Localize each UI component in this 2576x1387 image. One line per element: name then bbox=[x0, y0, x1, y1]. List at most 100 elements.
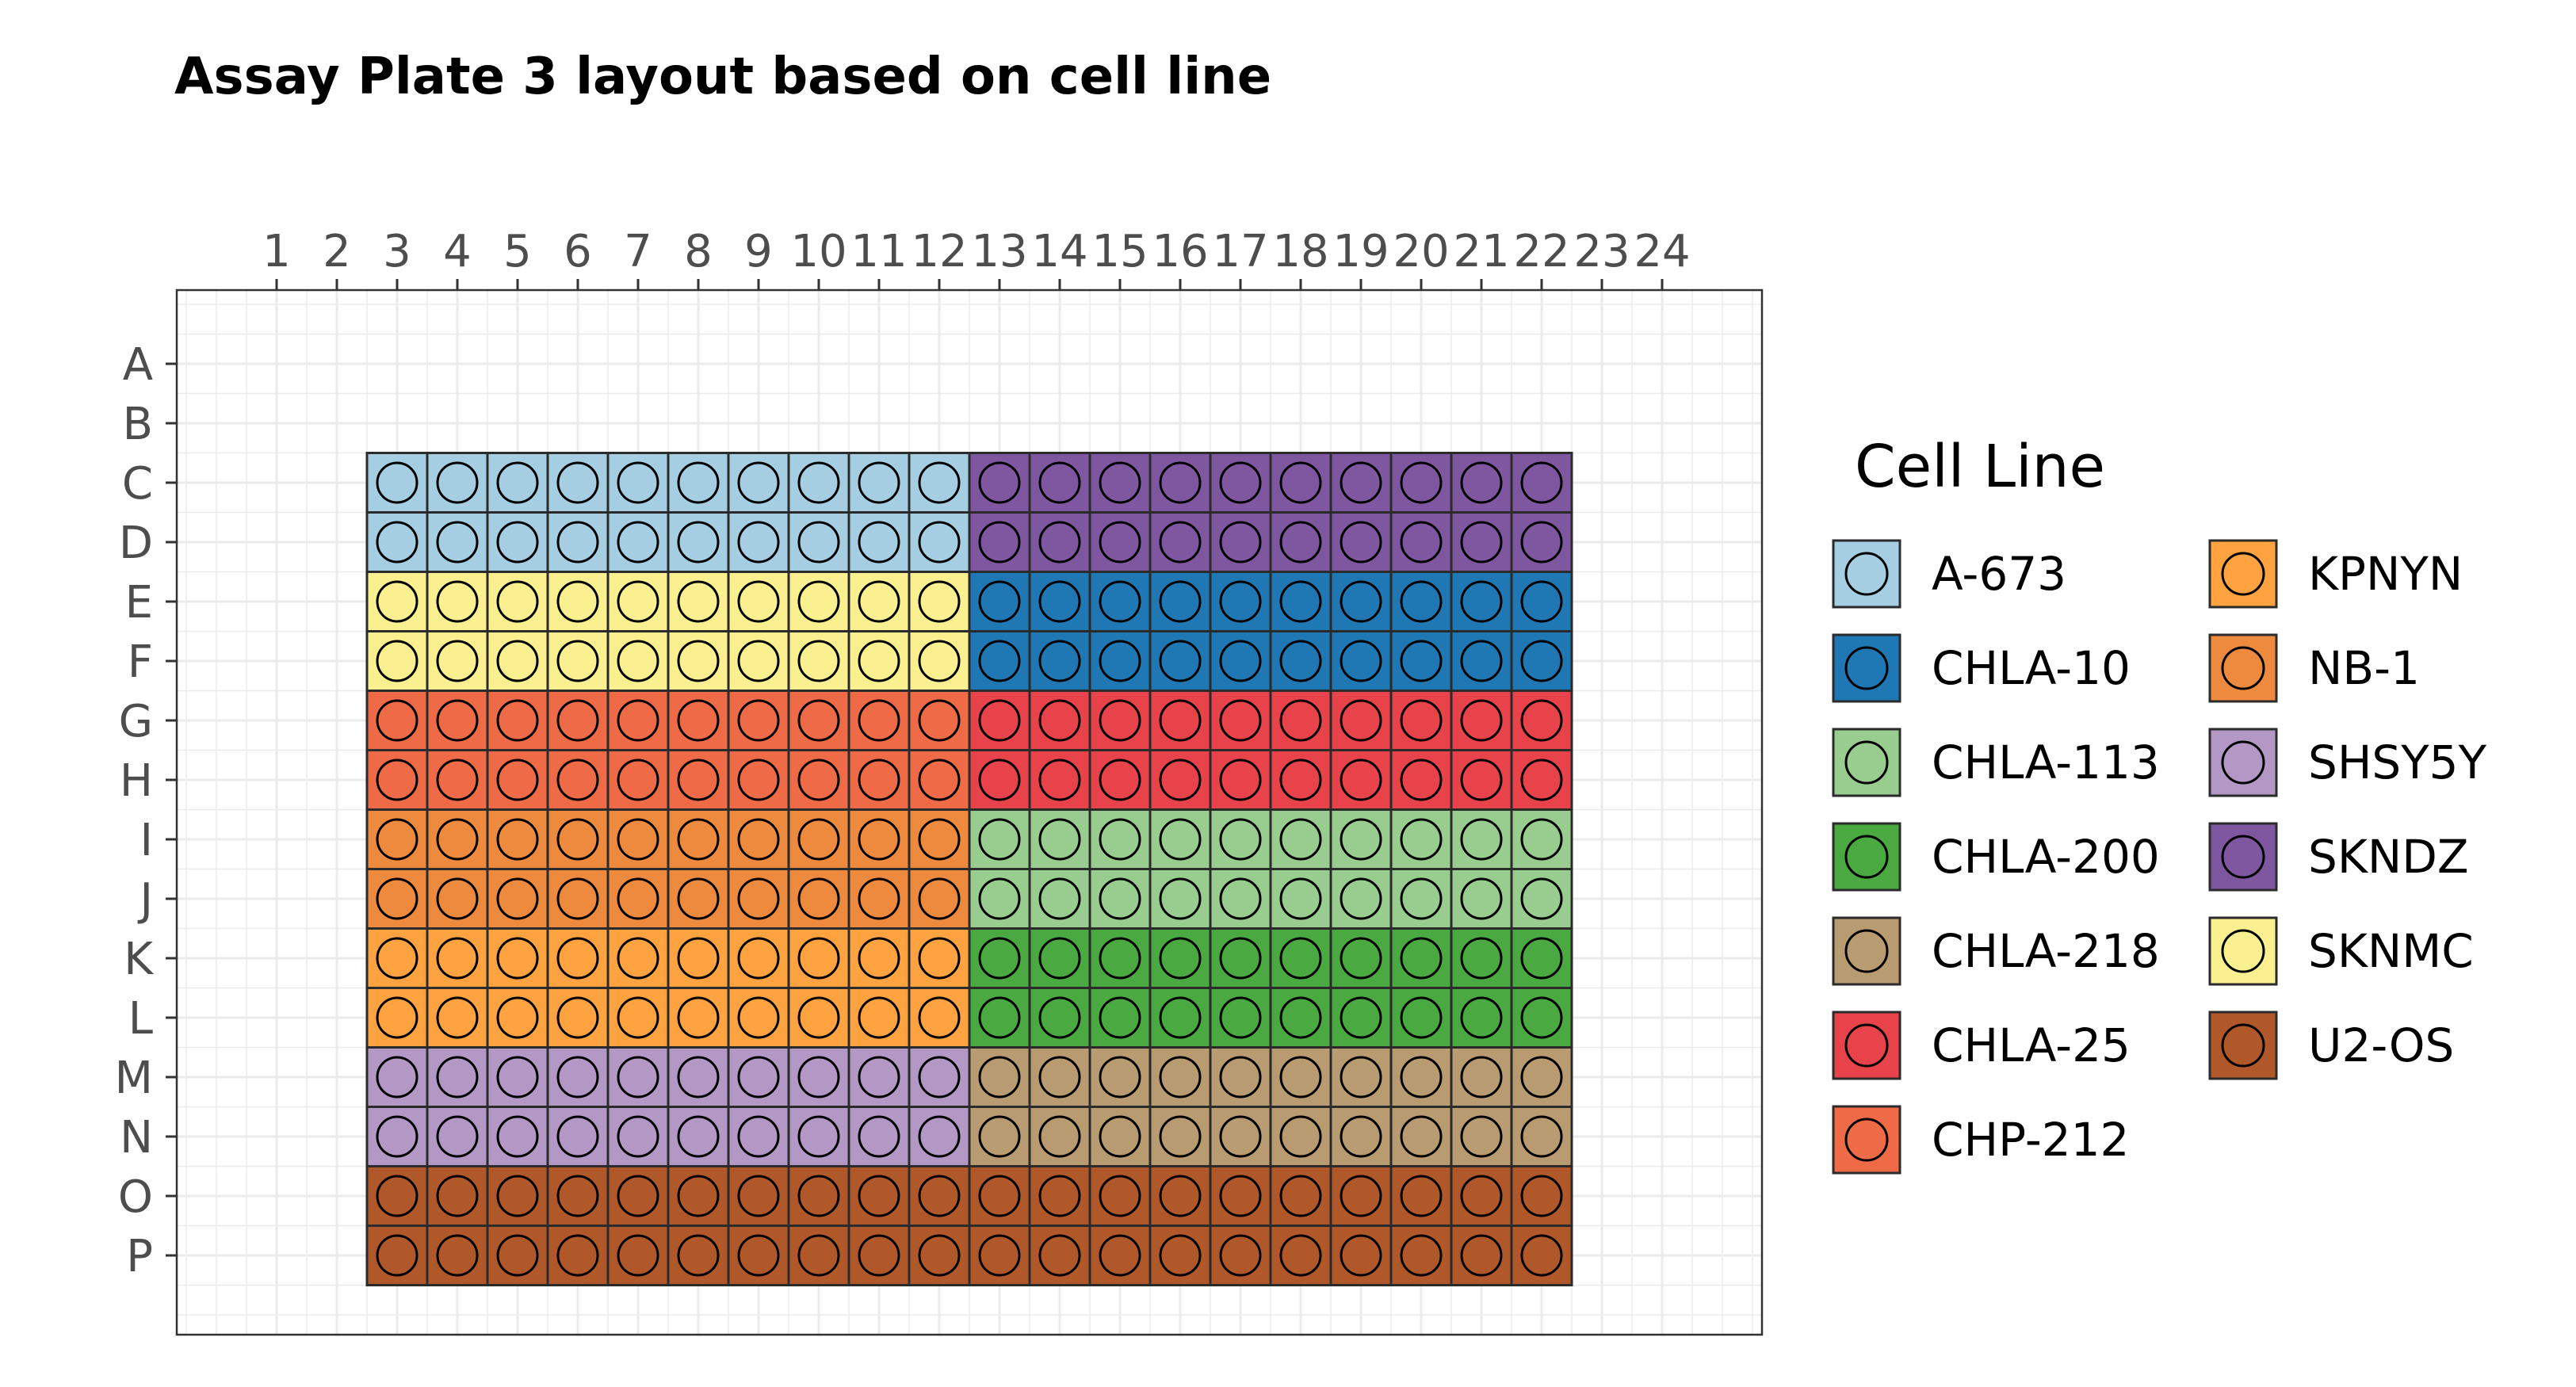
well-N21 bbox=[1450, 1106, 1513, 1167]
well-marker bbox=[496, 699, 539, 742]
well-D9 bbox=[727, 511, 790, 573]
well-marker bbox=[858, 461, 900, 504]
y-tick-label: N bbox=[120, 1112, 153, 1163]
legend-label: CHLA-200 bbox=[1932, 830, 2160, 884]
well-marker bbox=[496, 521, 539, 564]
well-marker bbox=[496, 937, 539, 980]
well-marker bbox=[918, 1234, 961, 1277]
well-marker bbox=[1159, 877, 1202, 920]
well-marker bbox=[1159, 640, 1202, 682]
well-marker bbox=[1340, 1175, 1382, 1217]
legend-label: CHP-212 bbox=[1932, 1113, 2129, 1167]
well-marker bbox=[617, 877, 659, 920]
well-K3 bbox=[365, 927, 429, 989]
well-marker bbox=[1219, 1175, 1262, 1217]
well-N5 bbox=[486, 1106, 549, 1167]
well-marker bbox=[677, 1234, 720, 1277]
well-I9 bbox=[727, 808, 790, 870]
legend-label: U2-OS bbox=[2308, 1018, 2454, 1072]
legend: Cell Line A-673 CHLA-10 CHLA-113 CHLA-200 CH… bbox=[1832, 433, 2487, 1175]
well-marker bbox=[737, 1234, 780, 1277]
well-F12 bbox=[908, 630, 971, 692]
well-marker bbox=[1520, 1175, 1563, 1217]
well-M8 bbox=[667, 1046, 730, 1108]
well-marker bbox=[1340, 1234, 1382, 1277]
well-P16 bbox=[1148, 1225, 1212, 1286]
well-marker bbox=[617, 1234, 659, 1277]
well-marker bbox=[918, 877, 961, 920]
well-C4 bbox=[426, 452, 489, 514]
x-tick-label: 13 bbox=[971, 226, 1027, 277]
well-N16 bbox=[1148, 1106, 1212, 1167]
well-K19 bbox=[1329, 927, 1393, 989]
well-marker bbox=[978, 640, 1021, 682]
well-L17 bbox=[1209, 987, 1272, 1049]
well-marker bbox=[797, 699, 840, 742]
x-tick-label: 11 bbox=[850, 226, 907, 277]
well-J7 bbox=[606, 868, 670, 930]
well-J12 bbox=[908, 868, 971, 930]
well-J22 bbox=[1510, 868, 1573, 930]
well-N4 bbox=[426, 1106, 489, 1167]
well-N7 bbox=[606, 1106, 670, 1167]
well-P20 bbox=[1389, 1225, 1453, 1286]
well-marker bbox=[1219, 699, 1262, 742]
well-marker bbox=[436, 521, 479, 564]
well-I10 bbox=[787, 808, 850, 870]
well-marker bbox=[858, 877, 900, 920]
well-marker bbox=[1460, 818, 1503, 861]
legend-entry: SKNMC bbox=[2208, 916, 2474, 986]
well-L8 bbox=[667, 987, 730, 1049]
well-F6 bbox=[546, 630, 610, 692]
well-marker bbox=[1279, 758, 1322, 801]
well-marker bbox=[797, 1056, 840, 1099]
well-N3 bbox=[365, 1106, 429, 1167]
well-marker bbox=[496, 640, 539, 682]
well-K9 bbox=[727, 927, 790, 989]
well-G19 bbox=[1329, 690, 1393, 751]
well-O18 bbox=[1269, 1165, 1332, 1227]
well-F18 bbox=[1269, 630, 1332, 692]
well-marker bbox=[918, 521, 961, 564]
well-marker bbox=[1520, 699, 1563, 742]
well-K17 bbox=[1209, 927, 1272, 989]
well-marker bbox=[496, 818, 539, 861]
well-D14 bbox=[1028, 511, 1091, 573]
y-tick-label: L bbox=[128, 993, 153, 1045]
legend-label: NB-1 bbox=[2308, 641, 2420, 695]
x-tick-label: 10 bbox=[790, 226, 847, 277]
well-marker bbox=[1400, 1056, 1443, 1099]
well-J17 bbox=[1209, 868, 1272, 930]
well-C8 bbox=[667, 452, 730, 514]
well-marker bbox=[1219, 461, 1262, 504]
well-marker bbox=[797, 996, 840, 1039]
well-L7 bbox=[606, 987, 670, 1049]
well-E7 bbox=[606, 571, 670, 632]
well-marker bbox=[376, 461, 419, 504]
x-tick-label: 5 bbox=[503, 226, 532, 277]
well-marker bbox=[1099, 1115, 1141, 1158]
well-marker bbox=[1400, 461, 1443, 504]
well-L12 bbox=[908, 987, 971, 1049]
well-H13 bbox=[968, 749, 1031, 811]
well-N22 bbox=[1510, 1106, 1573, 1167]
well-marker bbox=[1340, 699, 1382, 742]
well-marker bbox=[617, 818, 659, 861]
well-marker bbox=[1340, 521, 1382, 564]
well-marker bbox=[737, 758, 780, 801]
well-marker bbox=[978, 1234, 1021, 1277]
well-marker bbox=[1099, 1056, 1141, 1099]
x-tick-label: 24 bbox=[1634, 226, 1690, 277]
legend-entry: CHLA-25 bbox=[1832, 1011, 2131, 1080]
well-G9 bbox=[727, 690, 790, 751]
well-marker bbox=[436, 996, 479, 1039]
well-marker bbox=[1460, 1115, 1503, 1158]
well-I3 bbox=[365, 808, 429, 870]
well-marker bbox=[918, 461, 961, 504]
well-marker bbox=[978, 1056, 1021, 1099]
well-marker bbox=[1099, 521, 1141, 564]
legend-key-marker bbox=[1844, 1023, 1889, 1068]
well-marker bbox=[1159, 818, 1202, 861]
well-marker bbox=[1460, 580, 1503, 623]
well-marker bbox=[1520, 996, 1563, 1039]
